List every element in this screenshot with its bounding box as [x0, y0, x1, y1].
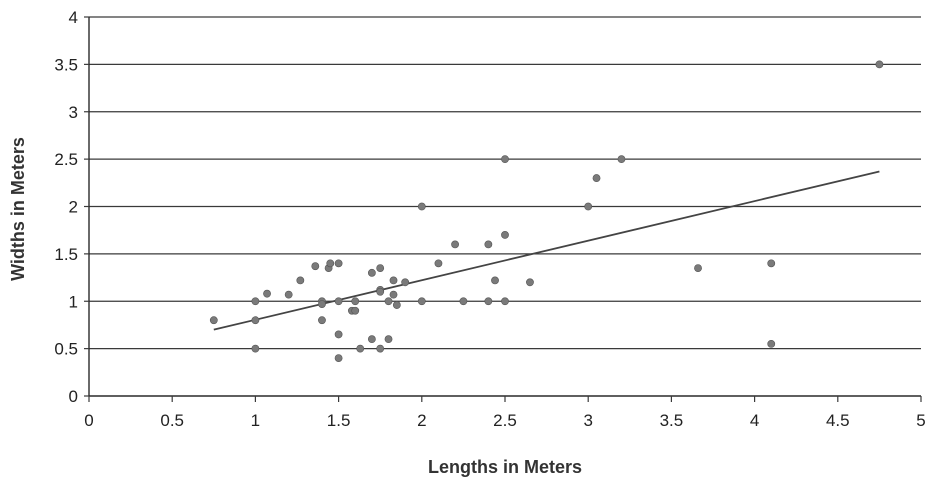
- scatter-point: [251, 297, 260, 306]
- scatter-point: [617, 155, 626, 164]
- scatter-point: [367, 268, 376, 277]
- scatter-point: [384, 335, 393, 344]
- x-tick-label: 2.5: [493, 411, 517, 430]
- scatter-point: [491, 276, 499, 285]
- scatter-point: [767, 339, 776, 348]
- trendline: [213, 170, 880, 331]
- scatter-point: [251, 344, 260, 353]
- y-tick-label: 3: [69, 103, 78, 122]
- scatter-point: [392, 301, 401, 309]
- scatter-point: [526, 278, 534, 287]
- scatter-point: [484, 240, 493, 249]
- scatter-point: [459, 297, 468, 306]
- y-tick-label: 1: [69, 292, 78, 311]
- x-tick-label: 0: [84, 411, 93, 430]
- x-tick-label: 3.5: [660, 411, 684, 430]
- scatter-point: [694, 264, 702, 272]
- x-tick-label: 0.5: [160, 411, 184, 430]
- y-tick-label: 2: [69, 198, 78, 217]
- scatter-point: [451, 240, 459, 249]
- scatter-point: [501, 297, 509, 306]
- x-tick-label: 5: [916, 411, 925, 430]
- scatter-point: [401, 278, 410, 287]
- scatter-point: [484, 297, 493, 306]
- y-tick-label: 1.5: [54, 245, 78, 264]
- x-tick-label: 3: [583, 411, 592, 430]
- scatter-point: [376, 264, 385, 272]
- scatter-point: [326, 259, 335, 268]
- scatter-point: [334, 259, 343, 268]
- scatter-point: [584, 202, 593, 211]
- x-axis-ticks: 0 0.5 1 1.5 2 2.5 3 3.5 4 4.5 5: [84, 396, 926, 430]
- scatter-point: [592, 174, 601, 182]
- scatter-point: [501, 231, 509, 239]
- x-axis-title: Lengths in Meters: [428, 457, 582, 477]
- scatter-point: [296, 276, 305, 285]
- scatter-point: [334, 330, 343, 339]
- scatter-point: [318, 300, 326, 308]
- scatter-point: [209, 316, 218, 325]
- scatter-point: [417, 297, 426, 306]
- scatter-point: [251, 316, 260, 325]
- scatter-point: [311, 262, 320, 271]
- scatter-point: [875, 60, 884, 69]
- scatter-point: [263, 289, 271, 298]
- y-tick-label: 0.5: [54, 340, 78, 359]
- scatter-point: [334, 354, 343, 362]
- scatter-point: [376, 344, 385, 353]
- scatter-point: [767, 259, 776, 268]
- scatter-point: [501, 155, 509, 164]
- trendline-layer: [213, 170, 880, 331]
- scatter-point: [389, 276, 398, 285]
- scatter-point: [356, 344, 365, 353]
- scatter-point: [389, 290, 398, 299]
- x-tick-label: 2: [417, 411, 426, 430]
- scatter-point: [417, 202, 426, 211]
- scatter-point: [367, 335, 376, 344]
- y-tick-label: 2.5: [54, 150, 78, 169]
- y-tick-label: 4: [69, 8, 78, 27]
- scatter-point: [334, 297, 343, 306]
- scatter-point: [318, 316, 326, 325]
- y-tick-label: 3.5: [54, 55, 78, 74]
- scatter-point: [434, 259, 443, 268]
- x-tick-label: 1.5: [327, 411, 351, 430]
- x-tick-label: 1: [251, 411, 260, 430]
- y-axis-ticks: 0 0.5 1 1.5 2 2.5 3 3.5 4: [54, 8, 89, 406]
- scatter-point: [351, 297, 360, 306]
- scatter-point: [376, 287, 385, 296]
- scatter-point: [384, 297, 393, 306]
- y-tick-label: 0: [69, 387, 78, 406]
- scatter-point: [351, 306, 360, 315]
- x-tick-label: 4: [750, 411, 759, 430]
- scatter-point: [284, 290, 293, 299]
- data-points: [209, 60, 884, 362]
- y-axis-title: Widths in Meters: [8, 137, 28, 281]
- x-tick-label: 4.5: [826, 411, 850, 430]
